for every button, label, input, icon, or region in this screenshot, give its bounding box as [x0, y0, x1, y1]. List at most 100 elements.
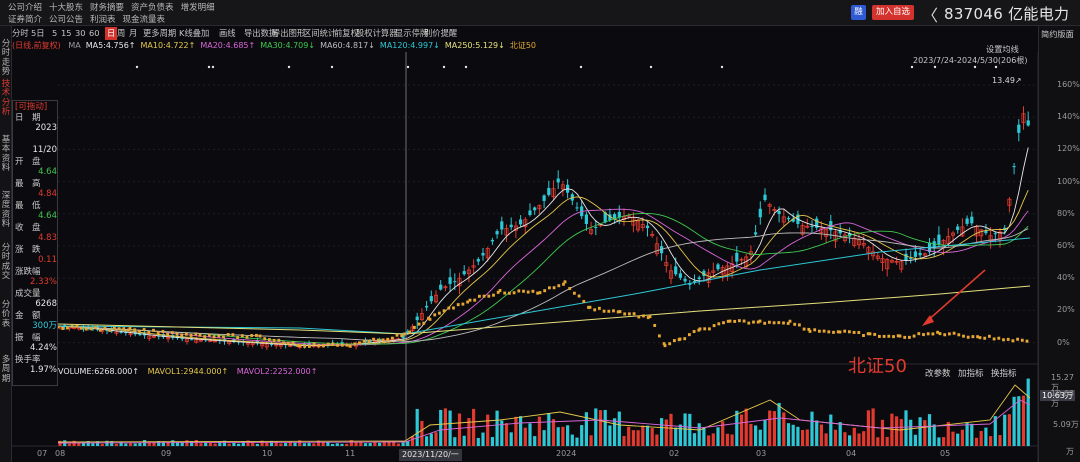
x-axis-label: 05 — [940, 449, 951, 458]
price-axis-label: 120% — [1057, 144, 1080, 154]
switch-indicator-button[interactable]: 换指标 — [991, 369, 1017, 379]
date-range-label: 2023/7/24-2024/5/30(206根) — [913, 56, 1028, 65]
data-window-value: 4.83 — [38, 233, 57, 243]
top-nav-item[interactable]: 证券简介 — [8, 15, 43, 25]
ma-legend-item: MA250:5.129↓ — [444, 41, 505, 50]
data-window-label: 最 低 — [15, 201, 41, 211]
current-volume-tag: 10.63万 — [1040, 390, 1075, 401]
x-axis-label: 10 — [262, 449, 273, 458]
data-window-label: 涨跌幅 — [15, 267, 41, 277]
top-nav-item[interactable]: 资产负债表 — [131, 3, 174, 13]
price-axis-label: 140% — [1057, 112, 1080, 122]
brief-layout-button[interactable]: 简约版面 — [1041, 29, 1074, 39]
toolbar-item[interactable]: 日 — [105, 27, 118, 40]
toolbar-item[interactable]: 30 — [75, 28, 86, 38]
ma-legend: (日线,前复权) MA MA5:4.756↑ MA10:4.722↑ MA20:4.6… — [12, 40, 541, 52]
price-axis-label: 0% — [1057, 337, 1070, 347]
ma-legend-item: MA10:4.722↑ — [140, 41, 196, 50]
top-nav-item[interactable]: 现金流量表 — [122, 15, 166, 25]
top-nav-item[interactable]: 财务摘要 — [90, 3, 125, 13]
price-axis-label: 160% — [1057, 80, 1080, 89]
crosshair-date-label: 2023/11/20/一 — [399, 449, 462, 461]
data-window-label: 金 额 — [15, 311, 41, 321]
toolbar-item[interactable]: 导出图形 — [272, 28, 306, 38]
ma-legend-item: MA30:4.709↓ — [260, 41, 316, 50]
margin-trading-badge[interactable]: 融 — [851, 5, 866, 20]
data-window-value: 11/20 — [32, 145, 58, 155]
toolbar-item[interactable]: 别价提醒 — [424, 28, 458, 38]
ma-mode-label: (日线,前复权) — [12, 41, 61, 50]
top-nav-item[interactable]: 公司介绍 — [8, 3, 43, 13]
ma-legend-item: MA120:4.997↓ — [379, 41, 440, 50]
data-window-label: 开 盘 — [15, 157, 41, 167]
price-axis-label: 20% — [1057, 305, 1075, 315]
left-tab[interactable]: 分时成交 — [1, 243, 11, 282]
volume-axis-label: 5.09万 — [1053, 420, 1079, 429]
toolbar-item[interactable]: 画线 — [219, 28, 236, 38]
data-window[interactable]: [可拖动] 日 期 2023 11/20 开 盘 4.64 最 高 4.84 最 低 4.64 收… — [12, 100, 58, 386]
data-window-label: 最 高 — [15, 179, 41, 189]
toolbar-item[interactable]: 5日 — [31, 28, 45, 38]
price-axis-label: 40% — [1057, 273, 1075, 283]
data-window-value: 0.11 — [38, 255, 57, 265]
toolbar-item[interactable]: 分时 — [12, 28, 29, 38]
left-tab[interactable]: 分价表 — [1, 300, 11, 329]
data-window-label: 涨 跌 — [15, 245, 41, 255]
left-tab[interactable]: 多周期 — [1, 355, 11, 384]
price-axis-label: 80% — [1057, 208, 1075, 218]
toolbar-item[interactable]: 15 — [61, 28, 72, 38]
left-tab[interactable]: 技术分析 — [1, 79, 11, 118]
x-axis-label: 02 — [669, 449, 680, 458]
x-axis-label: 08 — [55, 449, 66, 458]
toolbar-item[interactable]: 股权计算器 — [356, 28, 398, 38]
toolbar-item[interactable]: 5 — [52, 28, 58, 38]
back-arrow-icon[interactable]: 〈 — [922, 6, 939, 25]
mavol1-value: MAVOL1:2944.000↑ — [147, 367, 229, 376]
bz50-annotation: 北证50 — [848, 356, 907, 377]
toolbar-item[interactable]: 更多周期 — [143, 28, 177, 38]
left-tab[interactable]: 基本资料 — [1, 135, 11, 174]
left-tab[interactable]: 分时走势 — [1, 39, 11, 78]
left-tab[interactable]: 深度资料 — [1, 191, 11, 230]
data-window-label: 收 盘 — [15, 223, 41, 233]
top-nav-item[interactable]: 增发明细 — [180, 3, 215, 13]
add-to-watchlist-button[interactable]: 加入自选 — [872, 5, 915, 20]
data-window-label: 振 幅 — [15, 333, 41, 343]
data-window-label: 换手率 — [15, 355, 41, 365]
set-ma-button[interactable]: 设置均线 — [986, 44, 1019, 54]
top-nav-item[interactable]: 利润表 — [90, 15, 116, 25]
top-nav-row1: 公司介绍 十大股东 财务摘要 资产负债表 增发明细 — [8, 1, 222, 13]
toolbar-item[interactable]: 显示停牌 — [395, 28, 429, 38]
toolbar-item[interactable]: 周 — [117, 28, 126, 38]
toolbar-item[interactable]: 60 — [89, 28, 100, 38]
volume-axis-label: 10.63万 — [1051, 389, 1074, 408]
data-window-value: 2.33% — [29, 277, 57, 287]
edit-params-button[interactable]: 改参数 — [925, 369, 951, 379]
mavol2-value: MAVOL2:2252.000↑ — [236, 367, 318, 376]
ma-legend-item: MA60:4.817↓ — [320, 41, 375, 50]
left-vertical-tabs: 分时走势 技术分析基本资料深度资料分时成交分价表多周期 — [0, 26, 12, 462]
ma-legend-item: MA5:4.756↑ — [85, 41, 136, 50]
data-window-value: 300万 — [32, 321, 57, 331]
toolbar-item[interactable]: 前复权 — [334, 28, 359, 38]
data-window-value: 4.84 — [38, 189, 57, 199]
volume-legend: VOLUME:6268.000↑ MAVOL1:2944.000↑ MAVOL2… — [58, 367, 317, 376]
top-nav-item[interactable]: 公司公告 — [49, 15, 84, 25]
top-bar: 公司介绍 十大股东 财务摘要 资产负债表 增发明细 证券简介 公司公告 利润表 现金流量表 融… — [0, 0, 1080, 26]
toolbar-item[interactable]: 月 — [129, 28, 138, 38]
ma-legend-item: MA — [68, 41, 81, 50]
data-window-title[interactable]: [可拖动] — [15, 102, 48, 112]
add-indicator-button[interactable]: 加指标 — [958, 369, 984, 379]
data-window-value: 4.64 — [38, 211, 57, 221]
data-window-value: 4.64 — [38, 167, 57, 177]
x-axis-label: 2024 — [556, 449, 577, 458]
toolbar-item[interactable]: 区间统计 — [303, 28, 337, 38]
toolbar-item[interactable]: K线叠加 — [179, 28, 210, 38]
data-window-label: 日 期 — [15, 113, 41, 123]
chart-toolbar: 分时 5日 5 15 30 60 日周月更多周期 K线叠加 画线 导出数据 导出图形 区间统计 前复权股… — [12, 27, 1038, 40]
data-window-value: 6268 — [35, 299, 57, 309]
top-nav-item[interactable]: 十大股东 — [49, 3, 84, 13]
data-window-value: 2023 — [35, 123, 57, 133]
toolbar-item[interactable]: 导出数据 — [244, 28, 278, 38]
